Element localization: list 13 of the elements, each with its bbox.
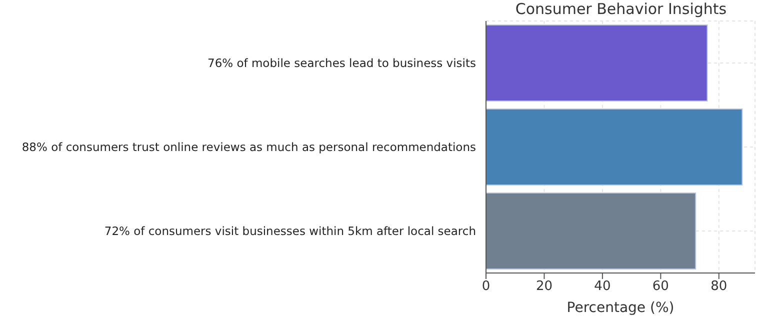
bar	[486, 108, 743, 186]
x-tick-label: 20	[536, 279, 552, 294]
x-tick-label: 0	[482, 279, 490, 294]
y-tick-label: 72% of consumers visit businesses within 5km after local search	[104, 224, 476, 238]
y-tick-label: 88% of consumers trust online reviews as much as personal recommendations	[22, 140, 476, 154]
x-tick-label: 40	[594, 279, 611, 294]
bar	[486, 24, 708, 102]
y-tick-label: 76% of mobile searches lead to business visits	[208, 56, 476, 70]
x-tick-label: 60	[652, 279, 669, 294]
x-tick-label: 80	[710, 279, 728, 294]
x-axis-title: Percentage (%)	[566, 300, 674, 316]
chart-title: Consumer Behavior Insights	[514, 0, 728, 18]
bar	[486, 192, 696, 270]
